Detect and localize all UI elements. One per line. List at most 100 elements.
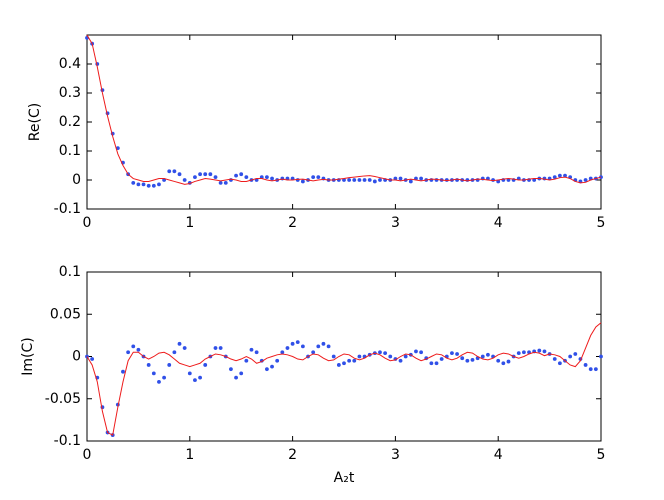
data-dot xyxy=(563,173,567,178)
data-dot xyxy=(239,371,244,376)
fit-line xyxy=(86,34,602,185)
data-dot xyxy=(162,375,167,380)
data-dot xyxy=(131,181,136,185)
data-dot xyxy=(157,379,161,384)
data-dot xyxy=(300,344,305,349)
data-dot xyxy=(342,361,346,366)
data-dot xyxy=(552,175,557,180)
data-dot xyxy=(568,354,573,359)
data-dot xyxy=(347,358,352,363)
data-dot xyxy=(167,363,172,367)
data-dot xyxy=(357,354,362,359)
x-tick-label: 4 xyxy=(494,447,503,463)
data-dot xyxy=(398,358,403,363)
y-tick-label: 0.4 xyxy=(59,56,81,72)
x-tick-label: 3 xyxy=(391,215,400,231)
data-dot xyxy=(311,175,316,180)
data-dot xyxy=(367,178,372,182)
data-dot xyxy=(270,364,274,369)
data-dot xyxy=(316,344,321,349)
data-dot xyxy=(537,348,542,353)
data-dot xyxy=(172,350,177,355)
data-dot xyxy=(218,181,223,185)
data-dot xyxy=(599,354,603,359)
data-dot xyxy=(280,350,285,355)
data-dot xyxy=(403,354,408,359)
data-dot xyxy=(542,349,547,354)
data-dot xyxy=(378,350,382,355)
data-dot xyxy=(244,175,249,180)
data-dot xyxy=(496,358,501,363)
data-dot xyxy=(486,352,490,357)
data-dot xyxy=(208,172,213,177)
data-dot xyxy=(583,178,588,182)
y-tick-label: 0.05 xyxy=(50,306,81,322)
data-dot xyxy=(321,341,326,346)
x-tick-label: 5 xyxy=(597,447,606,463)
data-dot xyxy=(213,175,218,180)
data-dot xyxy=(316,175,321,180)
subplot: 0 1 2 3 4 5-0.100.10.20.30.4Re(C) xyxy=(27,34,605,231)
data-dot xyxy=(372,179,377,184)
data-dot xyxy=(434,361,439,366)
data-dot xyxy=(557,361,562,366)
x-tick-label: 0 xyxy=(83,215,92,231)
data-dot xyxy=(336,363,341,367)
y-tick-label: 0.3 xyxy=(59,85,81,101)
x-tick-label: 2 xyxy=(288,447,297,463)
data-dot xyxy=(588,367,593,372)
data-dot xyxy=(136,182,141,187)
x-tick-label: 4 xyxy=(494,215,503,231)
data-dot xyxy=(121,369,125,374)
data-dot xyxy=(136,347,141,352)
data-dot xyxy=(141,182,146,187)
x-tick-label: 3 xyxy=(391,447,400,463)
data-dot xyxy=(398,176,403,181)
data-dot xyxy=(439,357,444,361)
data-dot xyxy=(223,181,228,185)
data-dot xyxy=(239,172,244,177)
data-dot xyxy=(522,350,526,355)
y-tick-label: -0.05 xyxy=(45,391,81,407)
data-dot xyxy=(583,363,588,367)
data-dot xyxy=(383,351,388,356)
y-tick-label: 0.1 xyxy=(59,143,81,159)
data-dot xyxy=(516,351,521,356)
y-axis-label: Im(C) xyxy=(20,337,36,375)
data-dot xyxy=(552,357,557,361)
data-dot xyxy=(270,176,274,181)
data-dot xyxy=(151,183,156,188)
x-axis-label: A₂t xyxy=(334,470,355,486)
data-dot xyxy=(557,173,562,178)
data-dot xyxy=(285,346,290,350)
y-tick-label: 0.2 xyxy=(59,114,81,130)
data-dot xyxy=(352,178,357,182)
data-dot xyxy=(131,344,136,349)
data-dot xyxy=(506,359,511,364)
y-tick-label: 0.1 xyxy=(59,264,81,280)
y-tick-label: 0 xyxy=(72,349,81,365)
data-dot xyxy=(126,350,131,355)
data-dot xyxy=(234,173,238,178)
data-dot xyxy=(331,354,336,359)
data-dot xyxy=(300,179,305,184)
x-tick-label: 1 xyxy=(185,447,194,463)
data-dot xyxy=(275,358,280,363)
data-dot xyxy=(182,346,187,350)
data-dot xyxy=(450,351,454,356)
data-dot xyxy=(419,350,423,355)
data-dot xyxy=(167,169,172,174)
data-dot xyxy=(378,178,382,182)
data-dot xyxy=(203,363,208,367)
data-dot xyxy=(234,375,238,380)
data-dot xyxy=(157,182,161,187)
data-dot xyxy=(501,361,506,366)
data-dot xyxy=(419,176,423,181)
data-dot xyxy=(290,341,295,346)
data-dot xyxy=(465,358,470,363)
data-dot xyxy=(362,178,367,182)
data-dot xyxy=(90,357,95,361)
data-dot xyxy=(326,344,331,349)
data-dot xyxy=(193,175,197,180)
